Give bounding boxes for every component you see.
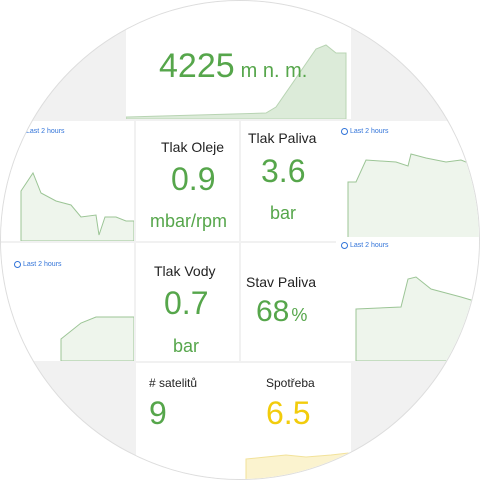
clock-icon <box>17 128 24 135</box>
time-range: Last 2 hours <box>341 128 389 135</box>
stat-panel: Tlak Oleje 0.9 mbar/rpm <box>136 121 239 241</box>
clock-icon <box>14 261 21 268</box>
stat-label: Tlak Vody <box>154 263 216 279</box>
time-range: Last 2 hours <box>14 261 62 268</box>
stat-value: 0.9 <box>171 161 216 197</box>
stat-label: # satelitů <box>149 376 198 390</box>
stat-unit: mbar/rpm <box>150 211 228 231</box>
clock-icon <box>341 242 348 249</box>
stat-value: 68 <box>256 295 290 328</box>
bottom-panel: # satelitů 9 Spotřeba 6.5 <box>136 363 351 479</box>
sparkline <box>20 171 134 241</box>
stat-unit: bar <box>270 203 297 223</box>
altitude-value-row: 4225 m n. m. <box>159 47 307 86</box>
sparkline-panel: Last 2 hours <box>1 243 134 361</box>
time-range: Last 2 hours <box>341 242 389 249</box>
stat-unit: bar <box>173 336 200 356</box>
sparkline-panel: Last 2 hours <box>336 237 479 361</box>
stat-value: 0.7 <box>164 285 209 321</box>
time-range-text: Last 2 hours <box>350 128 389 135</box>
stat-label: Spotřeba <box>266 376 315 390</box>
sparkline <box>60 316 134 361</box>
stat-label: Tlak Paliva <box>248 130 317 146</box>
stat-value: 6.5 <box>266 395 311 431</box>
sparkline-panel: Last 2 hours <box>336 121 479 241</box>
sparkline <box>347 153 479 241</box>
stat-panel: Tlak Paliva 3.6 bar <box>241 121 351 241</box>
stat-label: Stav Paliva <box>246 274 317 290</box>
stat-unit: % <box>291 305 308 325</box>
stat-label: Tlak Oleje <box>161 139 225 155</box>
time-range-text: Last 2 hours <box>23 261 62 268</box>
time-range-text: Last 2 hours <box>350 242 389 249</box>
stat-panel: Stav Paliva 68 % <box>241 243 351 361</box>
sparkline-panel: Last 2 hours <box>1 121 134 241</box>
altitude-panel: 4225 m n. m. <box>126 1 351 119</box>
sparkline <box>245 452 349 479</box>
sparkline <box>126 44 347 119</box>
stat-panel: Tlak Vody 0.7 bar <box>136 243 239 361</box>
time-range-text: Last 2 hours <box>26 128 65 135</box>
time-range: Last 2 hours <box>17 128 65 135</box>
clock-icon <box>341 128 348 135</box>
stat-value-row: 68 % <box>256 295 307 329</box>
altitude-value: 4225 <box>159 47 235 85</box>
sparkline <box>355 276 479 361</box>
stat-value: 3.6 <box>261 153 306 189</box>
stat-value: 9 <box>149 395 167 431</box>
altitude-unit: m n. m. <box>240 60 308 82</box>
